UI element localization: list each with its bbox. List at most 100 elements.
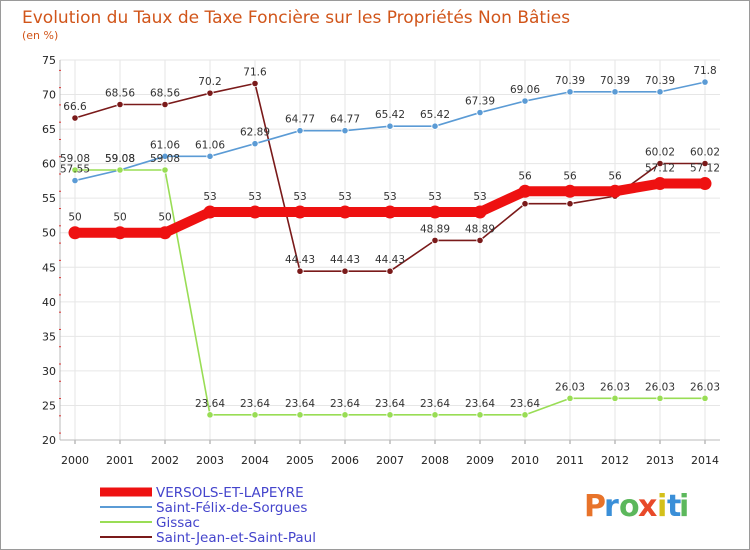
data-point bbox=[608, 184, 622, 198]
data-label: 56 bbox=[608, 170, 622, 182]
data-point bbox=[386, 411, 394, 419]
data-point bbox=[296, 267, 304, 275]
data-point bbox=[476, 236, 484, 244]
data-point bbox=[431, 236, 439, 244]
legend-label: VERSOLS-ET-LAPEYRE bbox=[156, 485, 304, 501]
legend-label: Saint-Jean-et-Saint-Paul bbox=[156, 530, 316, 546]
data-point bbox=[296, 127, 304, 135]
legend-label: Saint-Félix-de-Sorgues bbox=[156, 500, 307, 516]
y-tick-label: 70 bbox=[42, 89, 56, 102]
y-tick-label: 30 bbox=[42, 365, 56, 378]
data-point bbox=[473, 205, 487, 219]
data-point bbox=[206, 411, 214, 419]
data-point bbox=[338, 205, 352, 219]
data-point bbox=[698, 177, 712, 191]
data-label: 56 bbox=[518, 170, 532, 182]
data-label: 61.06 bbox=[150, 139, 180, 151]
data-label: 23.64 bbox=[420, 398, 450, 410]
data-label: 71.8 bbox=[693, 65, 716, 77]
y-tick-label: 75 bbox=[42, 54, 56, 67]
data-point bbox=[656, 88, 664, 96]
data-point bbox=[656, 394, 664, 402]
y-tick-label: 20 bbox=[42, 434, 56, 447]
data-label: 26.03 bbox=[645, 381, 675, 393]
data-point bbox=[71, 114, 79, 122]
data-point bbox=[386, 267, 394, 275]
data-label: 23.64 bbox=[330, 398, 360, 410]
logo-letter: P bbox=[584, 489, 606, 524]
data-label: 61.06 bbox=[195, 139, 225, 151]
x-tick-label: 2009 bbox=[466, 454, 494, 467]
x-tick-label: 2011 bbox=[556, 454, 584, 467]
logo-letter: i bbox=[657, 489, 667, 524]
data-label: 53 bbox=[473, 191, 486, 203]
data-point bbox=[521, 411, 529, 419]
data-point bbox=[611, 394, 619, 402]
data-label: 70.39 bbox=[600, 75, 630, 87]
data-point bbox=[341, 267, 349, 275]
data-point bbox=[521, 200, 529, 208]
data-label: 60.02 bbox=[645, 146, 675, 158]
logo-letter: r bbox=[604, 489, 619, 524]
data-point bbox=[383, 205, 397, 219]
data-point bbox=[341, 411, 349, 419]
data-label: 64.77 bbox=[285, 114, 315, 126]
x-tick-label: 2007 bbox=[376, 454, 404, 467]
x-tick-label: 2001 bbox=[106, 454, 134, 467]
x-tick-label: 2002 bbox=[151, 454, 179, 467]
data-point bbox=[563, 184, 577, 198]
data-point bbox=[428, 205, 442, 219]
data-label: 53 bbox=[428, 191, 441, 203]
data-point bbox=[158, 226, 172, 240]
data-point bbox=[71, 166, 79, 174]
data-point bbox=[296, 411, 304, 419]
data-point bbox=[206, 152, 214, 160]
y-tick-label: 50 bbox=[42, 227, 56, 240]
data-label: 66.6 bbox=[63, 101, 87, 113]
data-label: 68.56 bbox=[150, 87, 180, 99]
y-tick-label: 60 bbox=[42, 158, 56, 171]
data-label: 23.64 bbox=[285, 398, 315, 410]
logo-letter: i bbox=[679, 489, 689, 524]
data-label: 48.89 bbox=[465, 223, 495, 235]
data-label: 26.03 bbox=[600, 381, 630, 393]
data-point bbox=[116, 100, 124, 109]
data-label: 26.03 bbox=[690, 381, 720, 393]
data-point bbox=[161, 166, 169, 174]
data-point bbox=[203, 205, 217, 219]
x-tick-label: 2004 bbox=[241, 454, 269, 467]
data-point bbox=[386, 122, 394, 130]
data-label: 23.64 bbox=[375, 398, 405, 410]
data-point bbox=[293, 205, 307, 219]
data-label: 57.55 bbox=[60, 164, 90, 176]
legend-label: Gissac bbox=[156, 515, 200, 531]
data-label: 59.08 bbox=[105, 153, 135, 165]
data-label: 71.6 bbox=[243, 66, 267, 78]
y-tick-label: 25 bbox=[42, 399, 56, 412]
x-tick-label: 2000 bbox=[61, 454, 89, 467]
y-tick-label: 45 bbox=[42, 261, 56, 274]
data-label: 57.12 bbox=[690, 163, 720, 175]
data-label: 64.77 bbox=[330, 114, 360, 126]
data-label: 50 bbox=[68, 212, 81, 224]
data-point bbox=[653, 177, 667, 191]
data-label: 44.43 bbox=[285, 254, 315, 266]
data-label: 53 bbox=[293, 191, 306, 203]
data-label: 53 bbox=[203, 191, 216, 203]
x-tick-label: 2013 bbox=[646, 454, 674, 467]
x-tick-label: 2003 bbox=[196, 454, 224, 467]
data-point bbox=[521, 97, 529, 105]
data-point bbox=[656, 159, 664, 168]
data-label: 23.64 bbox=[510, 398, 540, 410]
x-tick-label: 2006 bbox=[331, 454, 359, 467]
data-label: 50 bbox=[113, 212, 126, 224]
data-label: 70.39 bbox=[555, 75, 585, 87]
chart-title: Evolution du Taux de Taxe Foncière sur l… bbox=[22, 8, 570, 28]
data-label: 59.08 bbox=[150, 153, 180, 165]
data-label: 67.39 bbox=[465, 96, 495, 108]
data-label: 70.39 bbox=[645, 75, 675, 87]
data-label: 59.08 bbox=[105, 153, 135, 165]
data-point bbox=[566, 88, 574, 96]
data-point bbox=[251, 140, 259, 148]
y-tick-label: 65 bbox=[42, 123, 56, 136]
